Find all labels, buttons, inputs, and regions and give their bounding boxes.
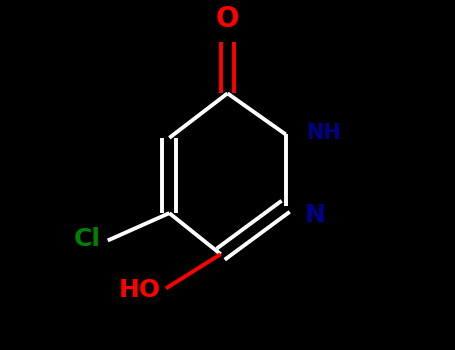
Text: O: O <box>216 6 239 34</box>
Text: Cl: Cl <box>74 227 101 251</box>
Text: NH: NH <box>306 123 341 143</box>
Text: HO: HO <box>119 278 161 302</box>
Text: N: N <box>304 203 325 227</box>
